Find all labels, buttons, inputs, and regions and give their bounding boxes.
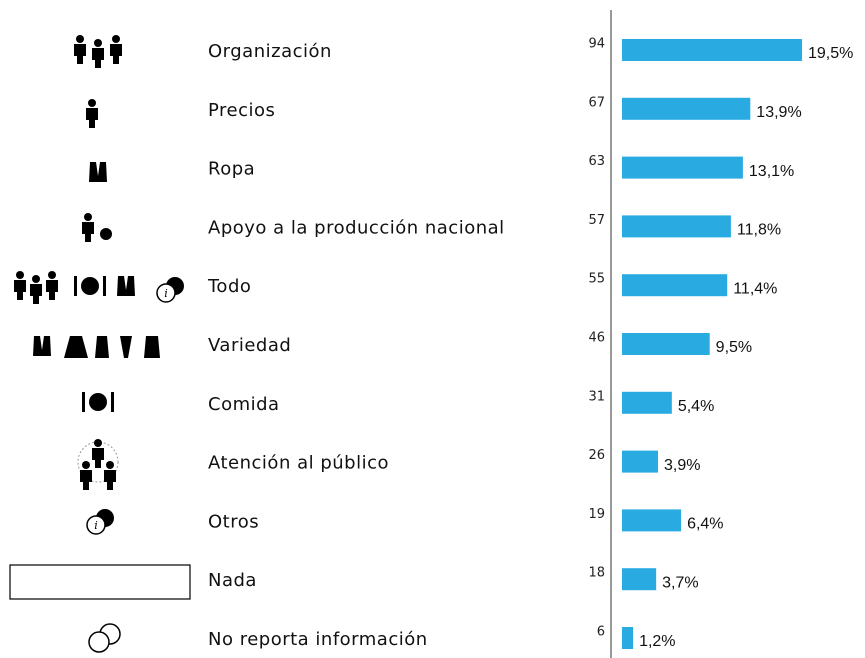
value-label: 11,8% bbox=[737, 222, 781, 239]
value-label: 9,5% bbox=[716, 339, 752, 356]
bar bbox=[622, 450, 658, 473]
bar bbox=[622, 39, 802, 61]
count-label: 55 bbox=[588, 272, 605, 287]
count-label: 63 bbox=[588, 154, 605, 169]
count-label: 19 bbox=[588, 507, 605, 522]
category-label: Todo bbox=[207, 276, 251, 297]
icons bbox=[9, 35, 191, 653]
count-label: 46 bbox=[588, 331, 605, 346]
category-label: Organización bbox=[208, 41, 332, 62]
category-label: Variedad bbox=[208, 335, 291, 356]
category-label: Apoyo a la producción nacional bbox=[208, 217, 505, 238]
count-label: 26 bbox=[588, 448, 605, 463]
value-label: 3,7% bbox=[662, 574, 698, 591]
bar bbox=[622, 274, 728, 297]
category-label: Ropa bbox=[208, 159, 255, 180]
category-label: Atención al público bbox=[208, 453, 389, 474]
count-label: 94 bbox=[588, 37, 605, 52]
bar bbox=[622, 391, 672, 414]
value-label: 3,9% bbox=[664, 457, 700, 474]
bar bbox=[622, 509, 682, 532]
bar bbox=[622, 215, 731, 238]
category-label: Comida bbox=[208, 394, 280, 415]
value-label: 19,5% bbox=[808, 45, 853, 62]
bar bbox=[622, 156, 743, 179]
value-label: 1,2% bbox=[639, 633, 675, 650]
count-label: 18 bbox=[588, 566, 605, 581]
category-label: Nada bbox=[208, 570, 257, 591]
count-label: 57 bbox=[588, 213, 605, 228]
bar bbox=[622, 568, 657, 591]
bar bbox=[622, 627, 634, 649]
count-label: 31 bbox=[588, 389, 605, 404]
count-label: 6 bbox=[597, 625, 605, 640]
category-label: No reporta información bbox=[208, 629, 428, 650]
value-label: 13,9% bbox=[756, 104, 801, 121]
value-label: 13,1% bbox=[749, 163, 794, 180]
category-label: Otros bbox=[208, 511, 259, 532]
category-label: Precios bbox=[208, 100, 275, 121]
value-label: 11,4% bbox=[733, 280, 777, 297]
bar bbox=[622, 333, 710, 355]
bar bbox=[622, 97, 751, 120]
value-label: 5,4% bbox=[678, 398, 714, 415]
value-label: 6,4% bbox=[687, 516, 723, 533]
count-label: 67 bbox=[588, 95, 605, 110]
